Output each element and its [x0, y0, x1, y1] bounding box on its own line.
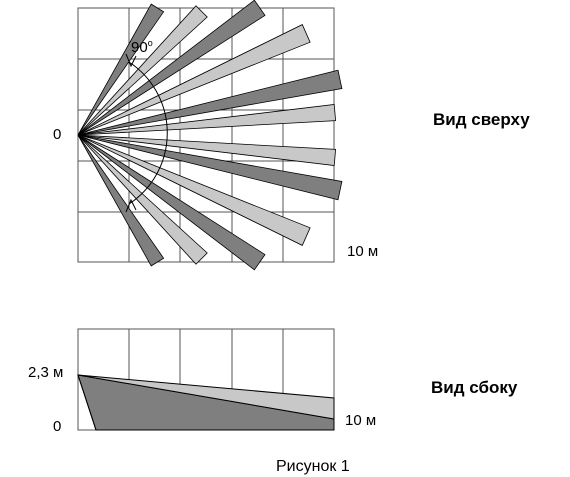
angle-label: 90o [131, 35, 153, 56]
beam [77, 69, 343, 136]
side-view-title: Вид сбоку [431, 378, 518, 397]
top-view-beams [77, 0, 343, 271]
top-view-title: Вид сверху [433, 110, 530, 129]
beam [77, 134, 343, 201]
angle-value: 90 [131, 39, 148, 56]
angle-unit: o [147, 38, 153, 48]
top-range-label: 10 м [347, 243, 379, 260]
beam [77, 3, 165, 136]
side-beam-edge [77, 374, 97, 431]
beam [77, 134, 337, 166]
side-zero-label: 0 [53, 418, 62, 435]
beam [77, 134, 165, 267]
beam [77, 134, 266, 271]
height-label: 2,3 м [28, 364, 64, 381]
angle-arrow-bottom [125, 198, 137, 213]
angle-arc [128, 61, 168, 205]
figure-caption: Рисунок 1 [276, 458, 350, 475]
side-range-label: 10 м [345, 412, 377, 429]
angle-arrow-top [125, 53, 137, 68]
origin-label: 0 [53, 126, 62, 143]
side-beam-light [77, 374, 335, 420]
beam [77, 24, 311, 136]
beam [77, 134, 208, 265]
beam [77, 104, 337, 136]
beam [77, 0, 266, 136]
beam [77, 134, 311, 246]
beam [77, 5, 208, 136]
